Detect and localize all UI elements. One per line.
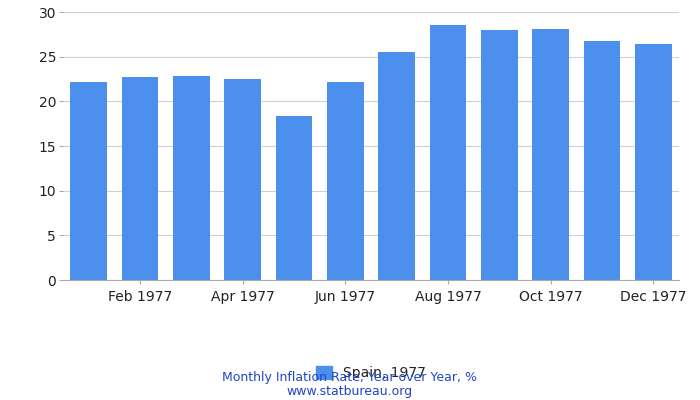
Bar [173,76,210,280]
Bar [224,79,261,280]
Bar [481,30,518,280]
Bar [276,116,312,280]
Text: www.statbureau.org: www.statbureau.org [287,385,413,398]
Bar [70,82,107,280]
Bar [378,52,415,280]
Bar [584,42,620,280]
Bar [122,77,158,280]
Bar [327,82,364,280]
Bar [532,29,569,280]
Legend: Spain, 1977: Spain, 1977 [310,360,432,386]
Text: Monthly Inflation Rate, Year over Year, %: Monthly Inflation Rate, Year over Year, … [223,372,477,384]
Bar [430,25,466,280]
Bar [635,44,672,280]
